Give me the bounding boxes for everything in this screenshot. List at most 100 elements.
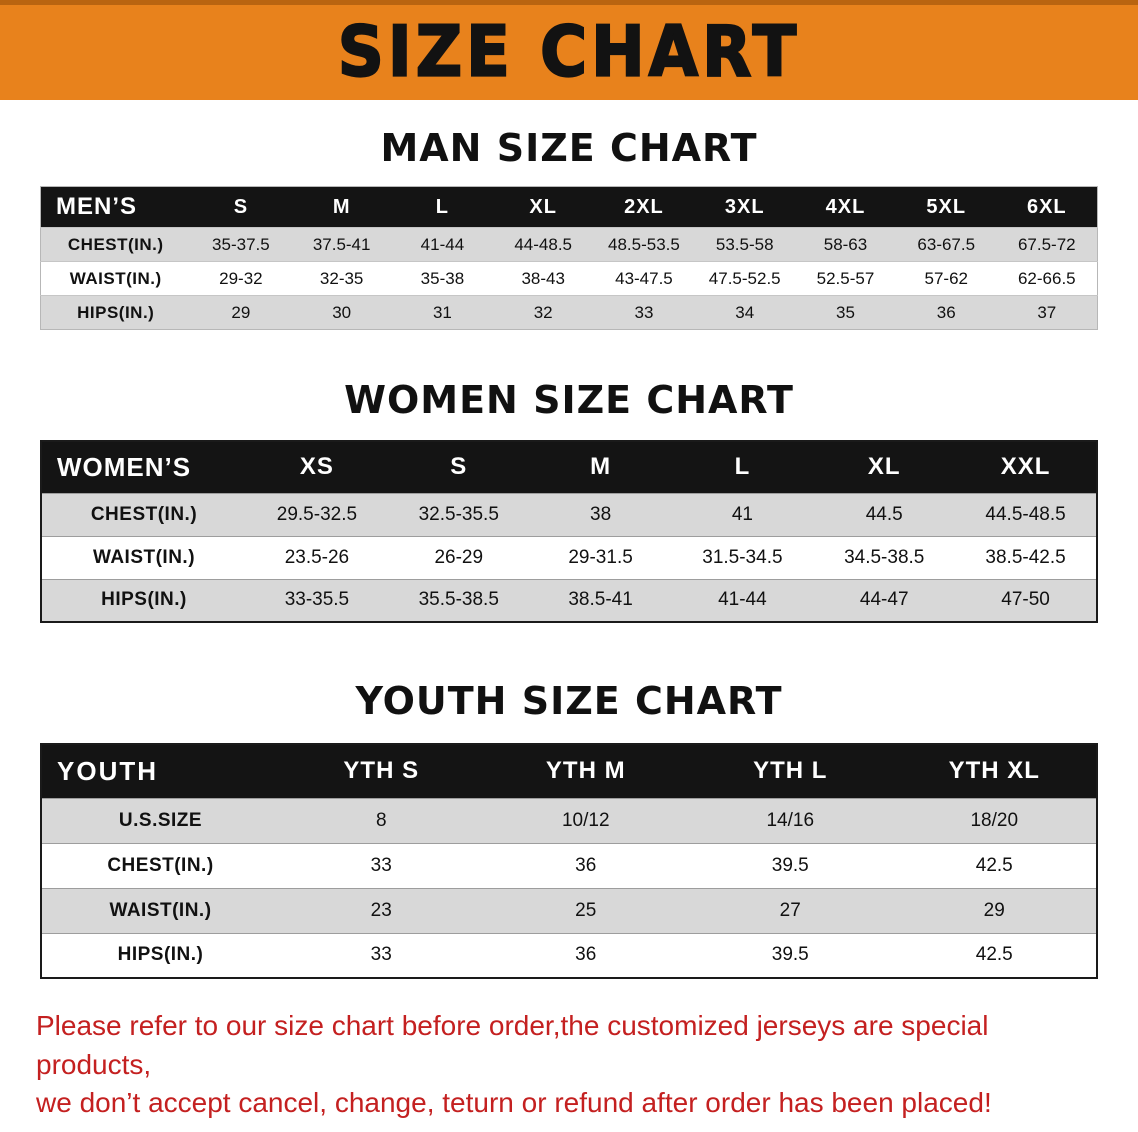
- size-value: 42.5: [975, 944, 1013, 966]
- size-value: 34: [735, 302, 755, 322]
- size-column-header: M: [291, 186, 393, 228]
- size-value: 47.5-52.5: [708, 268, 781, 288]
- size-value: 53.5-58: [715, 234, 774, 254]
- size-value: 35: [836, 302, 855, 322]
- size-value: 38: [590, 503, 612, 525]
- size-column-header: S: [190, 186, 292, 228]
- women-size-section: WOMEN SIZE CHART WOMEN’S XS S M L XL XXL CHEST(…: [0, 378, 1138, 623]
- size-value: 34.5-38.5: [844, 546, 925, 568]
- size-value: 33: [634, 302, 654, 322]
- size-column-header: 5XL: [895, 186, 997, 228]
- table-row: WAIST(IN.) 23.5-26 26-29 29-31.5 31.5-34.5 34…: [41, 536, 1097, 579]
- size-column-header: XL: [813, 441, 956, 493]
- size-column-header: XS: [246, 441, 388, 493]
- size-value: 33: [370, 944, 392, 966]
- table-row: HIPS(IN.) 29 30 31 32 33 34 35 36 37: [40, 295, 1098, 330]
- size-value: 26-29: [434, 546, 484, 568]
- size-value: 41-44: [718, 589, 767, 611]
- size-value: 23.5-26: [284, 546, 350, 568]
- size-value: 38-43: [521, 268, 565, 288]
- size-column-header: 2XL: [593, 186, 695, 228]
- table-row: U.S.SIZE 8 10/12 14/16 18/20: [41, 798, 1097, 843]
- size-value: 38.5-41: [568, 589, 633, 611]
- size-value: 31: [432, 302, 452, 322]
- size-column-header: S: [387, 441, 530, 493]
- youth-size-section: YOUTH SIZE CHART YOUTH YTH S YTH M YTH L YTH…: [0, 679, 1138, 979]
- size-column-header: L: [671, 441, 814, 493]
- size-value: 43-47.5: [615, 268, 673, 288]
- size-value: 52.5-57: [816, 268, 875, 288]
- size-value: 31.5-34.5: [702, 546, 783, 568]
- row-label: WAIST(IN.): [109, 899, 212, 921]
- size-value: 39.5: [771, 854, 809, 876]
- youth-chart-heading: YOUTH SIZE CHART: [355, 679, 783, 723]
- size-value: 35.5-38.5: [418, 589, 499, 611]
- size-value: 44-48.5: [514, 234, 573, 254]
- table-corner-label: YOUTH: [41, 744, 279, 798]
- size-chart-content: MAN SIZE CHART MEN’S S M L XL 2XL 3XL 4XL 5XL 6XL…: [0, 126, 1138, 1123]
- size-value: 33: [370, 854, 392, 876]
- size-column-header: L: [392, 186, 493, 228]
- men-chart-heading: MAN SIZE CHART: [380, 126, 758, 170]
- size-value: 8: [375, 809, 387, 831]
- size-value: 44-47: [859, 589, 909, 611]
- table-corner-label: WOMEN’S: [41, 441, 246, 493]
- size-value: 29: [231, 302, 251, 322]
- size-value: 29: [983, 899, 1005, 921]
- row-label: CHEST(IN.): [107, 854, 214, 876]
- row-label: CHEST(IN.): [90, 503, 198, 525]
- size-value: 67.5-72: [1017, 234, 1076, 254]
- size-value: 35-37.5: [212, 234, 270, 254]
- size-column-header: YTH M: [483, 744, 688, 798]
- size-value: 14/16: [766, 809, 815, 831]
- size-value: 58-63: [823, 234, 868, 254]
- size-value: 37.5-41: [312, 234, 371, 254]
- order-disclaimer: Please refer to our size chart before or…: [0, 1007, 1138, 1123]
- size-value: 32-35: [319, 268, 364, 288]
- size-value: 57-62: [924, 268, 968, 288]
- table-row: WAIST(IN.) 29-32 32-35 35-38 38-43 43-47.5 47.…: [40, 261, 1098, 296]
- size-value: 32: [533, 302, 553, 322]
- size-column-header: XXL: [955, 441, 1097, 493]
- size-value: 36: [575, 944, 597, 966]
- table-row: HIPS(IN.) 33 36 39.5 42.5: [41, 933, 1097, 978]
- size-column-header: 6XL: [996, 186, 1098, 228]
- size-column-header: 4XL: [795, 186, 896, 228]
- table-header-row: MEN’S S M L XL 2XL 3XL 4XL 5XL 6XL: [40, 186, 1098, 228]
- disclaimer-line-1: Please refer to our size chart before or…: [36, 1010, 989, 1080]
- table-header-row: WOMEN’S XS S M L XL XXL: [41, 441, 1097, 493]
- size-value: 35-38: [420, 268, 465, 288]
- size-value: 36: [575, 854, 597, 876]
- men-size-table: MEN’S S M L XL 2XL 3XL 4XL 5XL 6XL CHEST(IN.) 35-37…: [40, 186, 1098, 330]
- table-header-row: YOUTH YTH S YTH M YTH L YTH XL: [41, 744, 1097, 798]
- size-value: 18/20: [970, 809, 1019, 831]
- size-value: 32.5-35.5: [418, 503, 499, 525]
- size-value: 10/12: [561, 809, 610, 831]
- size-value: 30: [332, 302, 352, 322]
- banner-title: SIZE CHART: [337, 11, 801, 93]
- size-value: 36: [936, 302, 956, 322]
- youth-size-table: YOUTH YTH S YTH M YTH L YTH XL U.S.SIZE 8 10/12…: [40, 743, 1098, 979]
- row-label: HIPS(IN.): [117, 944, 204, 966]
- size-value: 47-50: [1001, 589, 1050, 611]
- size-column-header: YTH S: [279, 744, 484, 798]
- size-value: 63-67.5: [917, 234, 976, 254]
- size-column-header: XL: [492, 186, 594, 228]
- size-value: 27: [779, 899, 801, 921]
- size-value: 38.5-42.5: [985, 546, 1066, 568]
- row-label: HIPS(IN.): [77, 302, 155, 322]
- size-value: 29-31.5: [568, 546, 633, 568]
- size-value: 33-35.5: [284, 589, 350, 611]
- size-value: 25: [575, 899, 597, 921]
- disclaimer-line-2: we don’t accept cancel, change, teturn o…: [36, 1087, 992, 1119]
- size-value: 37: [1037, 302, 1057, 322]
- row-label: WAIST(IN.): [69, 268, 162, 288]
- size-value: 41: [731, 503, 753, 525]
- size-value: 62-66.5: [1017, 268, 1076, 288]
- women-size-table: WOMEN’S XS S M L XL XXL CHEST(IN.) 29.5-32.5 32.5…: [40, 440, 1098, 623]
- table-corner-label: MEN’S: [40, 186, 191, 228]
- row-label: U.S.SIZE: [118, 809, 203, 831]
- size-column-header: YTH XL: [892, 744, 1097, 798]
- row-label: CHEST(IN.): [67, 234, 164, 254]
- size-column-header: 3XL: [694, 186, 796, 228]
